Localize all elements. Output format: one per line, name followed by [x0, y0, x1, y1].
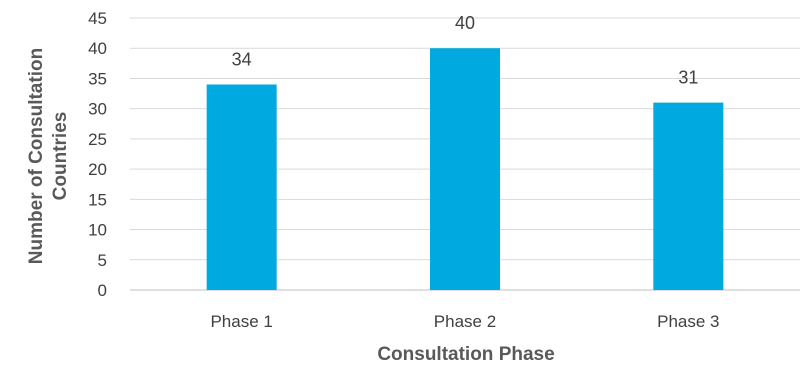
- data-labels: 34 40 31: [232, 13, 699, 87]
- x-axis-title: Consultation Phase: [377, 344, 554, 365]
- y-tick-label: 25: [88, 130, 107, 149]
- y-axis-title-line-2: Countries: [50, 112, 71, 201]
- y-tick-label: 40: [88, 39, 107, 58]
- data-label: 40: [455, 13, 475, 33]
- y-tick-label: 5: [98, 251, 107, 270]
- bar-phase-2: [430, 48, 500, 290]
- y-axis-ticks: 0 5 10 15 20 25 30 35 40 45: [88, 9, 107, 300]
- y-tick-label: 10: [88, 221, 107, 240]
- y-tick-label: 30: [88, 100, 107, 119]
- x-tick-label: Phase 2: [434, 312, 496, 331]
- y-tick-label: 0: [98, 281, 107, 300]
- data-label: 34: [232, 49, 252, 69]
- bar-phase-1: [206, 84, 277, 290]
- y-tick-label: 45: [88, 9, 107, 28]
- y-tick-label: 35: [88, 69, 107, 88]
- bars: [206, 48, 724, 290]
- y-tick-label: 15: [88, 190, 107, 209]
- data-label: 31: [678, 68, 698, 88]
- x-tick-label: Phase 1: [210, 312, 272, 331]
- x-tick-label: Phase 3: [657, 312, 719, 331]
- y-axis-title: Number of Consultation Countries: [26, 48, 71, 264]
- y-axis-title-line-1: Number of Consultation: [26, 48, 47, 264]
- x-axis-ticks: Phase 1 Phase 2 Phase 3: [210, 312, 719, 331]
- bar-phase-3: [653, 102, 724, 290]
- y-tick-label: 20: [88, 160, 107, 179]
